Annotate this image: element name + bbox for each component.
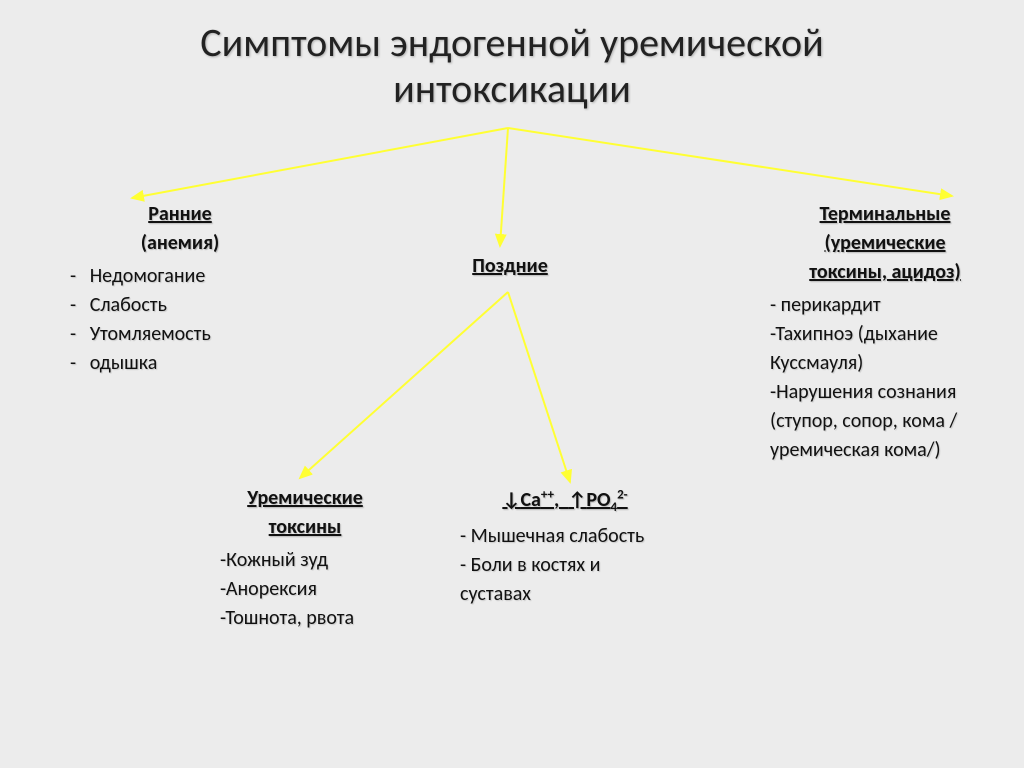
item-text: Тахипноэ (дыхание Куссмауля) [770, 322, 938, 375]
list-item: - Мышечная слабость [460, 522, 670, 551]
toxins-heading-2: токсины [200, 513, 410, 542]
list-item: -Тахипноэ (дыхание Куссмауля) [770, 320, 1000, 378]
terminal-heading: Терминальные [770, 200, 1000, 229]
arrow-to-terminal [508, 128, 952, 196]
list-item: - Недомогание [70, 262, 290, 291]
list-item: -Анорексия [220, 575, 410, 604]
arrow-to-capo [508, 292, 570, 482]
toxins-heading-1: Уремические [200, 484, 410, 513]
item-text: Слабость [90, 293, 167, 317]
up-arrow-icon: ↑ [568, 488, 586, 512]
capo-heading: ↓Ca++, ↑PO42- [460, 486, 670, 518]
list-item: -Нарушения сознания (ступор, сопор, кома… [770, 378, 1000, 465]
early-items: - Недомогание - Слабость - Утомляемость … [70, 262, 290, 378]
list-item: - Слабость [70, 291, 290, 320]
list-item: -Кожный зуд [220, 546, 410, 575]
early-heading: Ранние [70, 200, 290, 229]
item-text: одышка [90, 351, 158, 375]
arrow-to-late [500, 128, 508, 246]
arrow-to-toxins [300, 292, 508, 478]
list-item: - перикардит [770, 291, 1000, 320]
terminal-items: - перикардит -Тахипноэ (дыхание Куссмаул… [770, 291, 1000, 465]
item-text: Тошнота, рвота [225, 606, 354, 630]
list-item: -Тошнота, рвота [220, 604, 410, 633]
branch-capo: ↓Ca++, ↑PO42- - Мышечная слабость - Боли… [460, 486, 670, 609]
branch-toxins: Уремические токсины -Кожный зуд -Анорекс… [200, 484, 410, 633]
list-item: - Боли в костях и суставах [460, 551, 670, 609]
arrow-to-early [132, 128, 508, 198]
item-text: Утомляемость [90, 322, 211, 346]
late-heading: Поздние [440, 252, 580, 281]
item-text: перикардит [781, 293, 881, 317]
list-item: - Утомляемость [70, 320, 290, 349]
title-line-2: интоксикации [393, 64, 631, 113]
item-text: Боли в костях и суставах [460, 553, 600, 606]
down-arrow-icon: ↓ [502, 488, 520, 512]
item-text: Кожный зуд [226, 548, 328, 572]
diagram-title: Симптомы эндогенной уремической интоксик… [0, 20, 1024, 112]
item-text: Мышечная слабость [471, 524, 645, 548]
branch-early: Ранние (анемия) - Недомогание - Слабость… [70, 200, 290, 378]
item-text: Нарушения сознания (ступор, сопор, кома … [770, 380, 957, 462]
branch-terminal: Терминальные (уремические токсины, ацидо… [770, 200, 1000, 465]
list-item: - одышка [70, 349, 290, 378]
toxins-items: -Кожный зуд -Анорексия -Тошнота, рвота [200, 546, 410, 633]
item-text: Недомогание [90, 264, 206, 288]
terminal-subheading-1: (уремические [770, 229, 1000, 258]
early-subheading: (анемия) [70, 229, 290, 258]
terminal-subheading-2: токсины, ацидоз) [770, 258, 1000, 287]
capo-items: - Мышечная слабость - Боли в костях и су… [460, 522, 670, 609]
branch-late: Поздние [440, 252, 580, 281]
title-line-1: Симптомы эндогенной уремической [200, 18, 823, 67]
item-text: Анорексия [226, 577, 317, 601]
